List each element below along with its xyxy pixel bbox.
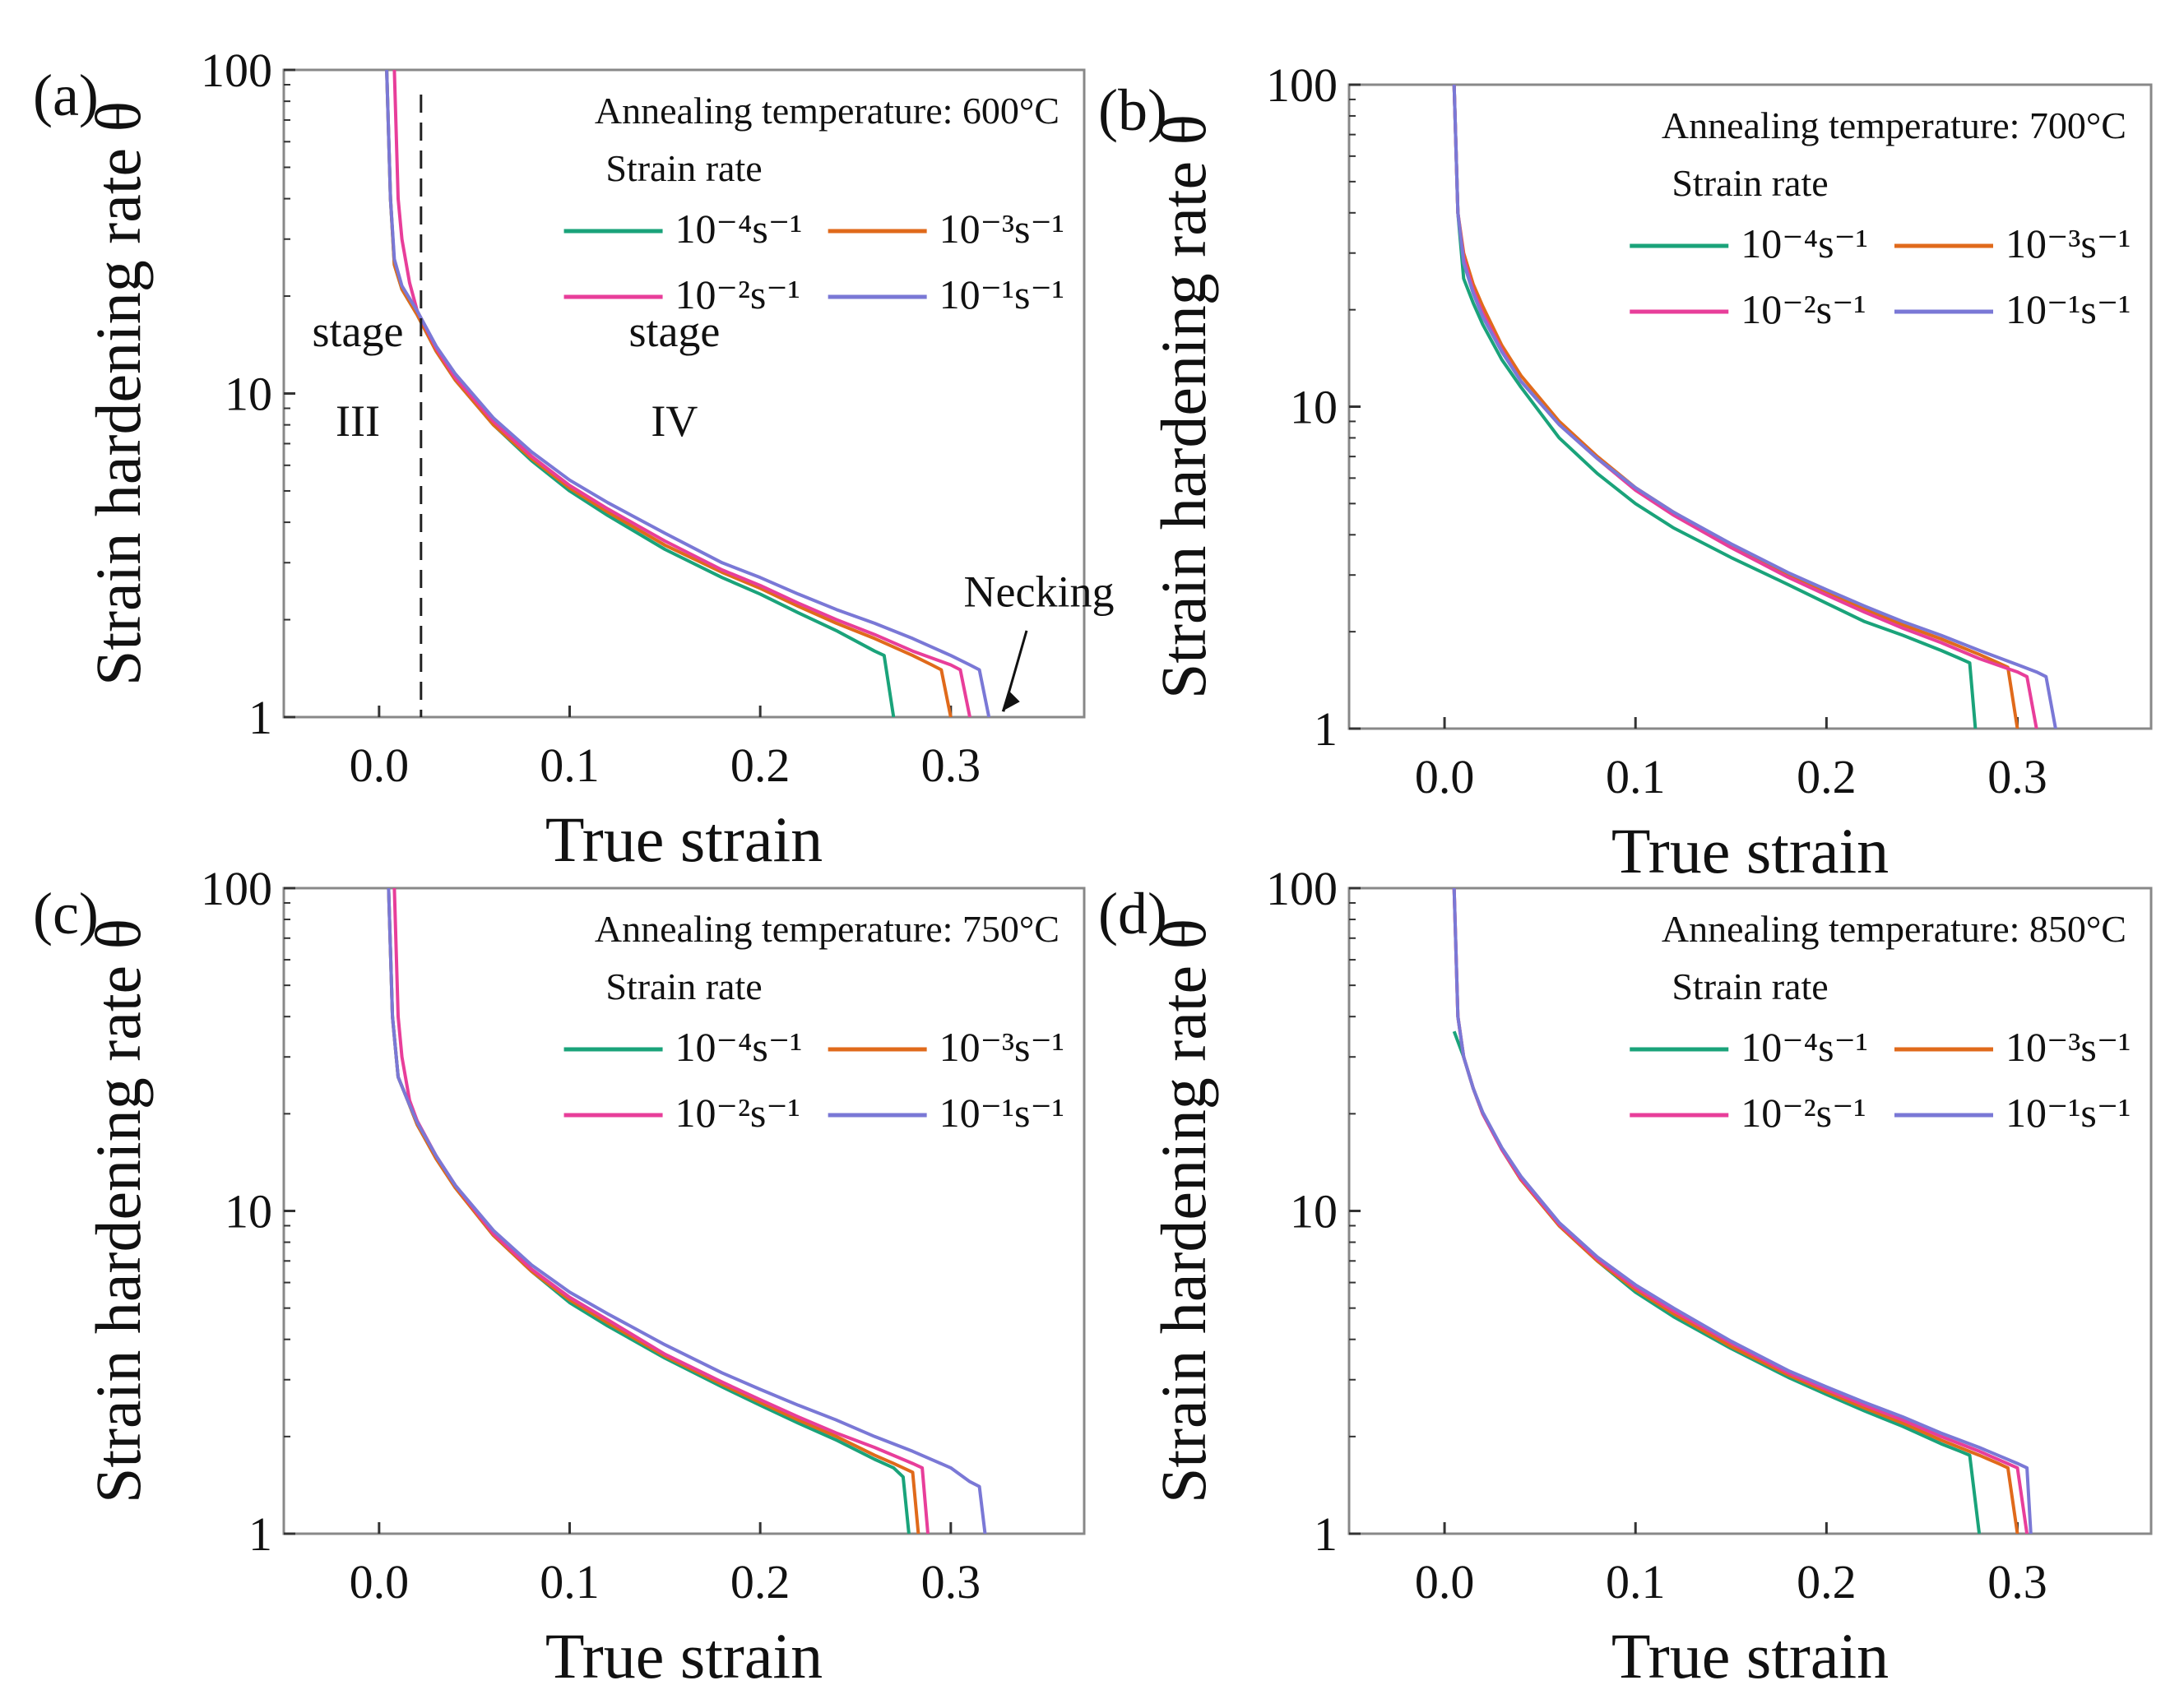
legend-label-1e-1: 10⁻¹s⁻¹: [2005, 286, 2131, 332]
legend-title: Annealing temperature: 750°C: [595, 908, 1060, 950]
y-tick-label: 1: [1314, 1507, 1338, 1561]
legend-label-1e-1: 10⁻¹s⁻¹: [2005, 1090, 2131, 1136]
y-tick-label: 1: [248, 1507, 272, 1561]
y-tick-label: 10: [225, 368, 272, 421]
curves-group: [1452, 888, 2033, 1534]
panel-c: 0.0 0.1 0.2 0.3 1 10 100 True strain Strain hard…: [33, 862, 1086, 1692]
x-tick-label: 0.3: [921, 738, 981, 792]
legend-title: Annealing temperature: 600°C: [595, 90, 1060, 132]
legend-label-1e-2: 10⁻²s⁻¹: [675, 1090, 800, 1136]
legend-label-1e-4: 10⁻⁴s⁻¹: [675, 206, 803, 252]
legend-subtitle: Strain rate: [605, 147, 762, 189]
panel-d: 0.0 0.1 0.2 0.3 1 10 100 True strain Strain hard…: [1098, 862, 2153, 1692]
curves-group: [1452, 85, 2057, 729]
legend-label-1e-2: 10⁻²s⁻¹: [675, 271, 800, 317]
x-tick-label: 0.0: [1415, 750, 1475, 803]
series-line-1e-2: [392, 70, 971, 717]
x-tick-label: 0.0: [1415, 1555, 1475, 1609]
series-line-1e-1: [1452, 85, 2057, 729]
y-tick-label: 1: [248, 691, 272, 744]
curves-group: [387, 888, 987, 1534]
legend-subtitle: Strain rate: [1672, 162, 1828, 204]
y-tick-label: 1: [1314, 702, 1338, 756]
series-line-1e-1: [385, 70, 991, 717]
y-axis-title: Strain hardening rate θ: [82, 919, 154, 1503]
panel-label: (d): [1098, 881, 1167, 947]
x-tick-label: 0.1: [540, 1555, 600, 1609]
series-line-1e-4: [1452, 85, 1978, 729]
legend-label-1e-4: 10⁻⁴s⁻¹: [675, 1024, 803, 1070]
panel-b: 0.0 0.1 0.2 0.3 1 10 100 True strain Strain hard…: [1098, 58, 2153, 887]
y-tick-label: 10: [225, 1185, 272, 1238]
x-axis-title: True strain: [1611, 815, 1889, 887]
x-tick-label: 0.3: [921, 1555, 981, 1609]
y-axis-title: Strain hardening rate θ: [82, 101, 154, 686]
x-tick-label: 0.0: [350, 738, 410, 792]
x-axis-title: True strain: [1611, 1620, 1889, 1692]
series-line-1e-1: [387, 888, 987, 1534]
stage-iv-label: stage: [628, 307, 720, 356]
y-tick-label: 10: [1290, 381, 1338, 434]
legend-label-1e-4: 10⁻⁴s⁻¹: [1741, 220, 1868, 266]
legend-subtitle: Strain rate: [1672, 965, 1828, 1007]
x-tick-label: 0.0: [350, 1555, 410, 1609]
necking-arrowhead: [1001, 690, 1020, 712]
legend-label-1e-3: 10⁻³s⁻¹: [2005, 1024, 2131, 1070]
series-line-1e-1: [1452, 888, 2033, 1534]
legend-label-1e-2: 10⁻²s⁻¹: [1741, 1090, 1866, 1136]
legend-label-1e-4: 10⁻⁴s⁻¹: [1741, 1024, 1868, 1070]
panel-label: (a): [33, 62, 99, 128]
y-axis-title: Strain hardening rate θ: [1148, 919, 1219, 1503]
x-tick-label: 0.3: [1987, 1555, 2047, 1609]
stage-iv-number: IV: [651, 396, 698, 446]
series-line-1e-4: [1452, 1030, 1982, 1534]
x-tick-label: 0.1: [1606, 750, 1666, 803]
x-tick-label: 0.2: [730, 1555, 791, 1609]
panel-label: (c): [33, 881, 99, 947]
legend-label-1e-3: 10⁻³s⁻¹: [939, 1024, 1064, 1070]
x-tick-label: 0.2: [730, 738, 791, 792]
x-axis-title: True strain: [545, 803, 823, 875]
y-tick-label: 100: [201, 44, 272, 97]
x-tick-label: 0.2: [1797, 1555, 1857, 1609]
legend-title: Annealing temperature: 850°C: [1662, 908, 2126, 950]
legend-label-1e-1: 10⁻¹s⁻¹: [939, 271, 1064, 317]
necking-label: Necking: [964, 567, 1115, 616]
x-tick-label: 0.3: [1987, 750, 2047, 803]
y-tick-label: 100: [1266, 862, 1338, 915]
y-axis-title: Strain hardening rate θ: [1148, 114, 1219, 699]
stage-iii-number: III: [336, 396, 380, 446]
x-tick-label: 0.1: [540, 738, 600, 792]
curves-group: [385, 70, 991, 717]
y-tick-label: 10: [1290, 1185, 1338, 1238]
legend-title: Annealing temperature: 700°C: [1662, 104, 2126, 146]
legend-label-1e-3: 10⁻³s⁻¹: [2005, 220, 2131, 266]
stage-iii-label: stage: [313, 307, 404, 356]
x-tick-label: 0.1: [1606, 1555, 1666, 1609]
x-axis-title: True strain: [545, 1620, 823, 1692]
series-line-1e-3: [385, 70, 953, 717]
legend-label-1e-1: 10⁻¹s⁻¹: [939, 1090, 1064, 1136]
y-tick-label: 100: [1266, 58, 1338, 112]
panel-a: 0.0 0.1 0.2 0.3 1 10 100 True strain Strain hard…: [33, 44, 1114, 875]
legend-label-1e-3: 10⁻³s⁻¹: [939, 206, 1064, 252]
panel-label: (b): [1098, 77, 1167, 143]
y-tick-label: 100: [201, 862, 272, 915]
x-tick-label: 0.2: [1797, 750, 1857, 803]
legend-label-1e-2: 10⁻²s⁻¹: [1741, 286, 1866, 332]
legend-subtitle: Strain rate: [605, 965, 762, 1007]
